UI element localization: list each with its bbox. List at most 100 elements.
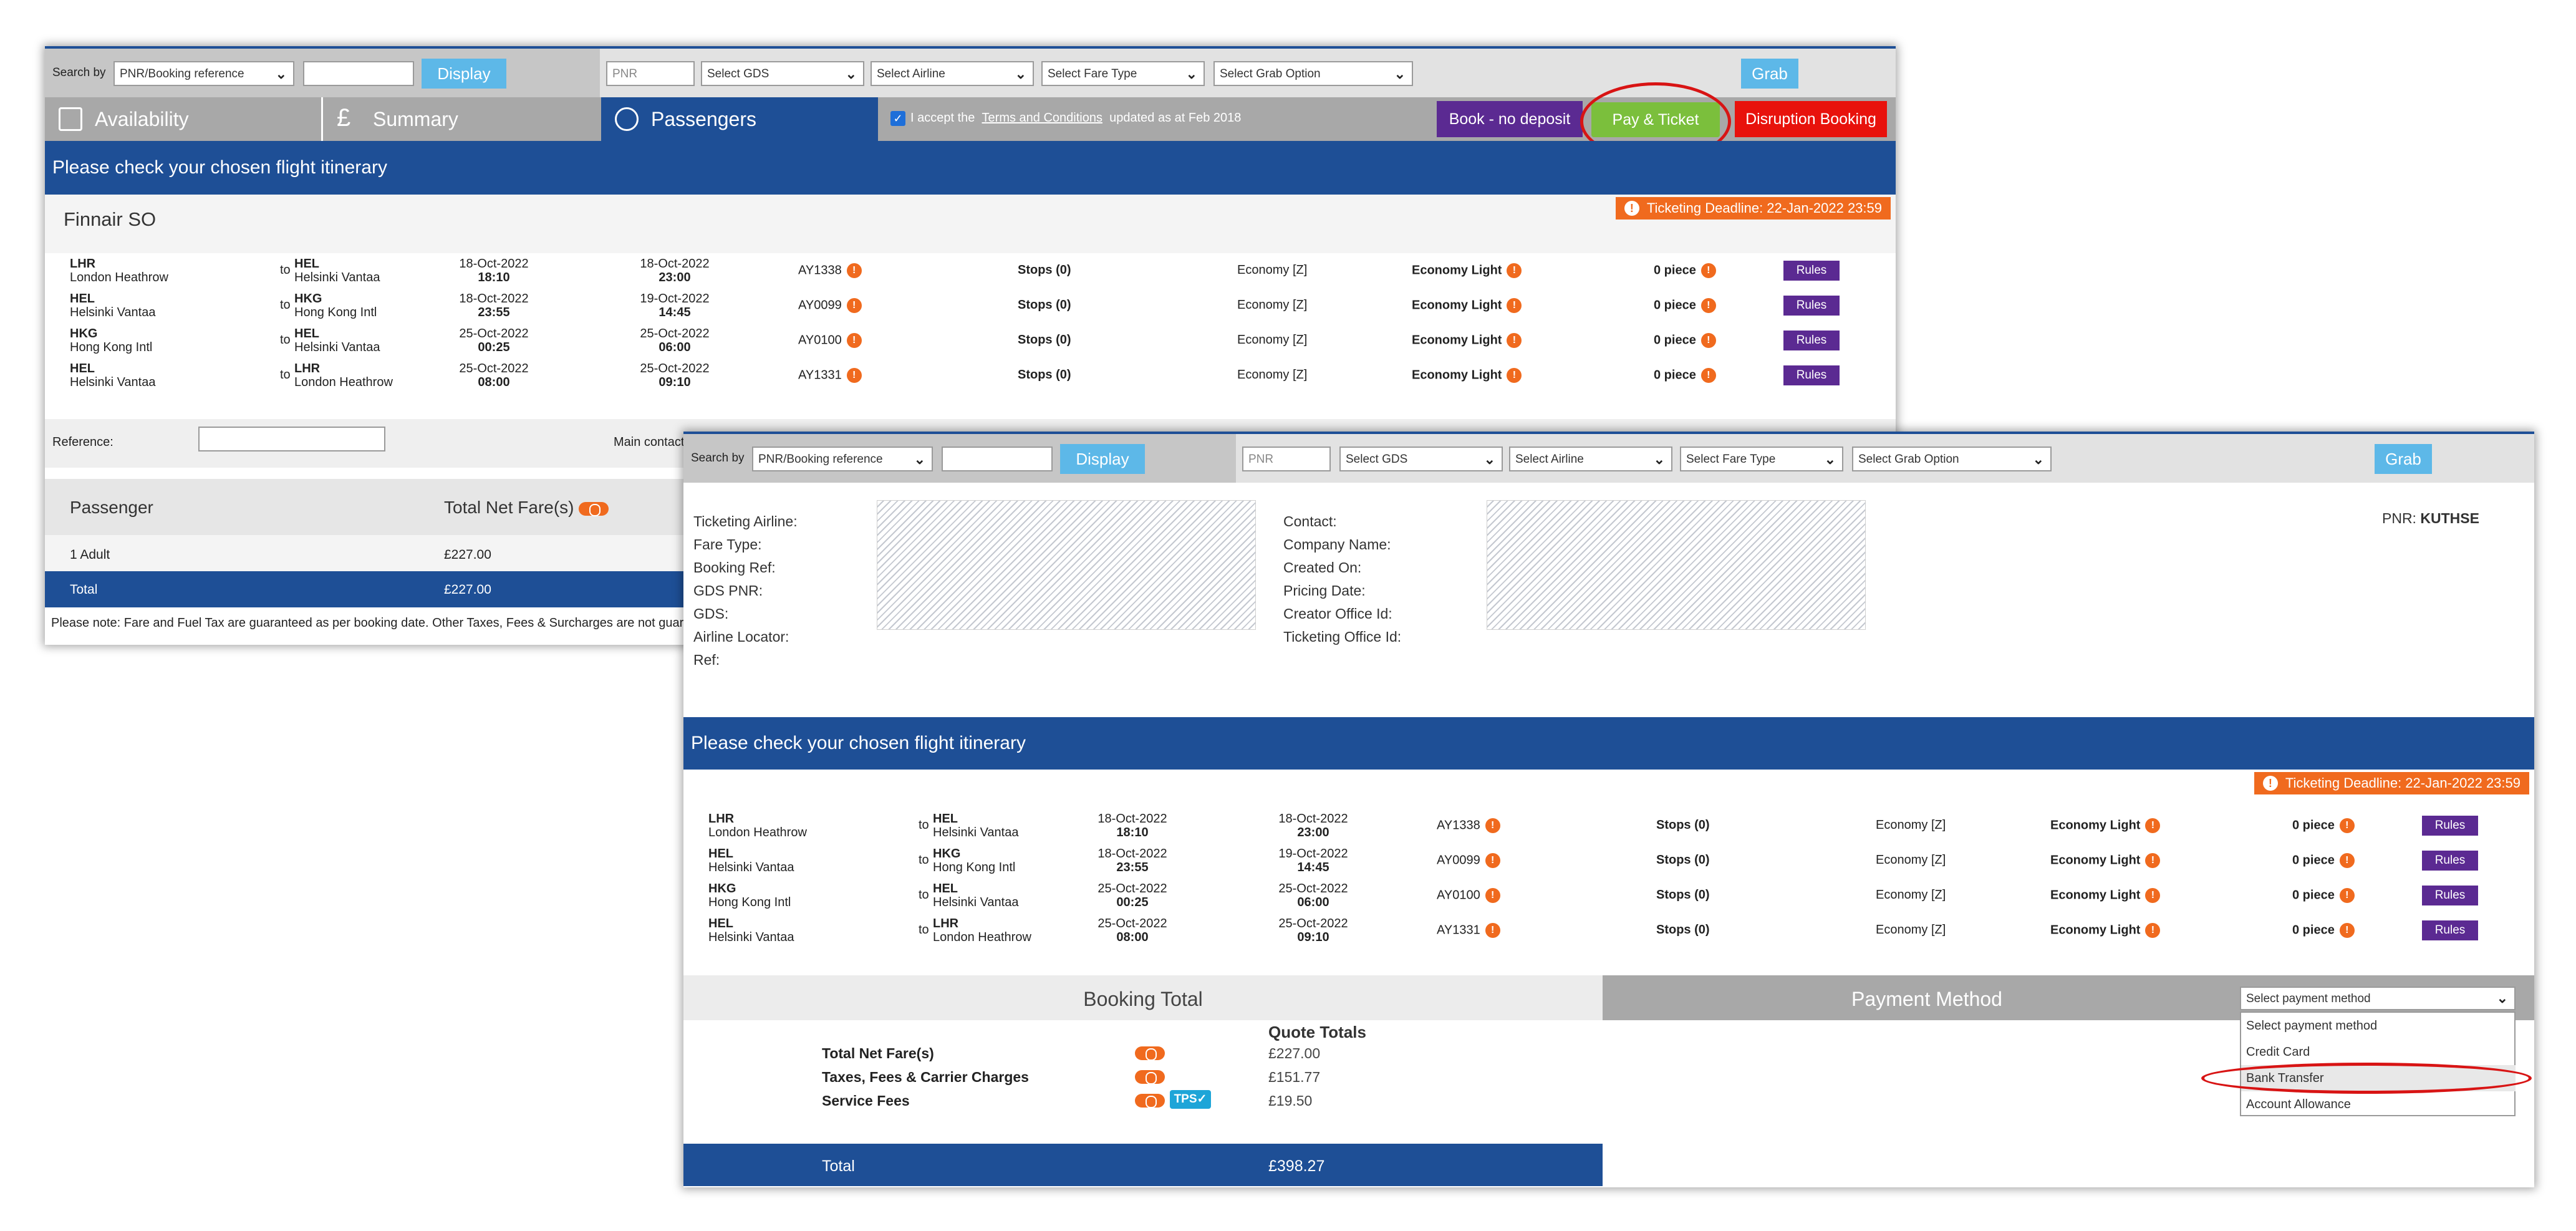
terms-checkbox[interactable]: ✓ <box>890 111 905 126</box>
flight-cabin: Economy [Z] <box>1237 368 1307 382</box>
arrival-date: 25-Oct-2022 <box>1278 882 1348 895</box>
info-icon[interactable]: ! <box>2145 888 2161 903</box>
info-icon[interactable]: ! <box>1700 263 1716 278</box>
flight-arrival: 19-Oct-2022 14:45 <box>619 292 731 319</box>
info-icon[interactable]: ! <box>2339 853 2355 868</box>
info-icon[interactable]: ! <box>2145 853 2161 868</box>
display-button[interactable]: Display <box>1060 444 1145 474</box>
display-button[interactable]: Display <box>422 59 506 89</box>
fare-type-select[interactable]: Select Fare Type ⌄ <box>1041 61 1205 86</box>
payment-option[interactable]: Select payment method <box>2246 1019 2378 1033</box>
tps-badge: TPS✓ <box>1170 1090 1211 1109</box>
payment-option[interactable]: Account Allowance <box>2246 1098 2351 1111</box>
terms-link[interactable]: Terms and Conditions <box>982 111 1102 125</box>
rules-button[interactable]: Rules <box>2422 920 2478 940</box>
flight-number: AY0100! <box>798 333 862 348</box>
info-icon[interactable]: ! <box>2339 923 2355 938</box>
departure-time: 08:00 <box>478 375 510 389</box>
info-icon[interactable]: ! <box>1700 298 1716 313</box>
payment-method-select[interactable]: Select payment method ⌄ <box>2240 987 2516 1010</box>
gds-select[interactable]: Select GDS ⌄ <box>1339 447 1503 471</box>
fare-type-select[interactable]: Select Fare Type ⌄ <box>1680 447 1843 471</box>
info-icon[interactable]: ! <box>1507 298 1522 313</box>
flight-number-text: AY1338 <box>1437 818 1480 833</box>
info-icon[interactable]: ! <box>846 263 862 278</box>
airline-select[interactable]: Select Airline ⌄ <box>871 61 1034 86</box>
booking-total-row-label: Service Fees <box>822 1093 910 1109</box>
destination-code: HEL <box>294 327 319 340</box>
rules-button[interactable]: Rules <box>1783 261 1840 281</box>
flight-fare: Economy Light! <box>2050 853 2161 868</box>
flight-number-text: AY1331 <box>1437 923 1480 937</box>
flight-to-label: to <box>280 298 291 312</box>
grab-button[interactable]: Grab <box>1741 59 1798 89</box>
destination-code: HEL <box>933 882 958 895</box>
info-icon[interactable]: ! <box>2339 888 2355 903</box>
info-icon[interactable]: ! <box>1507 263 1522 278</box>
rules-button[interactable]: Rules <box>2422 851 2478 871</box>
info-icon[interactable]: ! <box>1700 333 1716 348</box>
info-icon[interactable]: ! <box>846 368 862 383</box>
flight-baggage: 0 piece! <box>1654 368 1716 383</box>
booking-total-row <box>683 1144 1603 1186</box>
info-icon[interactable]: ! <box>2145 818 2161 833</box>
airline-select[interactable]: Select Airline ⌄ <box>1509 447 1672 471</box>
info-icon[interactable]: ! <box>1507 368 1522 383</box>
tab-passengers[interactable]: Passengers <box>601 97 878 141</box>
tab-availability[interactable]: Availability <box>45 97 323 141</box>
book-no-deposit-button[interactable]: Book - no deposit <box>1437 101 1583 137</box>
flight-row: HEL Helsinki Vantaa to LHR London Heathrow 25… <box>683 913 2534 948</box>
toggle-icon[interactable] <box>1135 1046 1165 1061</box>
tab-summary[interactable]: £ Summary <box>323 97 601 141</box>
payment-option[interactable]: Credit Card <box>2246 1045 2310 1059</box>
flight-cabin: Economy [Z] <box>1876 853 1946 867</box>
toggle-icon[interactable] <box>1135 1070 1165 1084</box>
info-icon[interactable]: ! <box>1485 818 1500 833</box>
search-type-select[interactable]: PNR/Booking reference ⌄ <box>113 61 294 86</box>
terms-suffix: updated as at Feb 2018 <box>1109 111 1242 125</box>
info-icon[interactable]: ! <box>846 333 862 348</box>
flight-stops: Stops (0) <box>1656 923 1710 937</box>
flight-origin: LHR London Heathrow <box>70 257 168 284</box>
flight-arrival: 25-Oct-2022 06:00 <box>1257 882 1369 909</box>
rules-button[interactable]: Rules <box>1783 331 1840 350</box>
search-input[interactable] <box>303 61 414 86</box>
flight-origin: HEL Helsinki Vantaa <box>708 847 794 874</box>
flight-arrival: 18-Oct-2022 23:00 <box>619 257 731 284</box>
disruption-booking-button[interactable]: Disruption Booking <box>1735 101 1887 137</box>
reference-input[interactable] <box>198 427 385 451</box>
grab-option-select[interactable]: Select Grab Option ⌄ <box>1852 447 2052 471</box>
pnr-input[interactable]: PNR <box>606 61 695 86</box>
cabin-text: Economy <box>1876 888 1928 902</box>
departure-time: 23:55 <box>1116 861 1149 874</box>
arrival-date: 19-Oct-2022 <box>640 292 710 306</box>
info-icon[interactable]: ! <box>2145 923 2161 938</box>
grab-option-select[interactable]: Select Grab Option ⌄ <box>1213 61 1413 86</box>
search-input[interactable] <box>942 447 1053 471</box>
info-icon[interactable]: ! <box>1485 888 1500 903</box>
search-type-select[interactable]: PNR/Booking reference ⌄ <box>752 447 933 471</box>
info-icon[interactable]: ! <box>1485 853 1500 868</box>
departure-time: 00:25 <box>1116 895 1149 909</box>
chevron-down-icon: ⌄ <box>2032 451 2044 467</box>
booking-class: [Z] <box>1931 888 1946 902</box>
flight-baggage: 0 piece! <box>1654 298 1716 313</box>
pnr-input[interactable]: PNR <box>1242 447 1331 471</box>
info-icon[interactable]: ! <box>1485 923 1500 938</box>
rules-button[interactable]: Rules <box>1783 296 1840 316</box>
info-icon[interactable]: ! <box>1507 333 1522 348</box>
rules-button[interactable]: Rules <box>1783 365 1840 385</box>
gds-select[interactable]: Select GDS ⌄ <box>701 61 864 86</box>
flight-row: HEL Helsinki Vantaa to LHR London Heathrow 25… <box>45 358 1896 393</box>
toggle-icon[interactable] <box>579 501 609 516</box>
quote-totals-header: Quote Totals <box>1268 1023 1366 1041</box>
rules-button[interactable]: Rules <box>2422 886 2478 905</box>
net-fare-col-header: Total Net Fare(s) <box>444 498 609 518</box>
info-icon[interactable]: ! <box>1700 368 1716 383</box>
info-icon[interactable]: ! <box>846 298 862 313</box>
rules-button[interactable]: Rules <box>2422 816 2478 836</box>
flight-baggage: 0 piece! <box>1654 263 1716 278</box>
grab-button[interactable]: Grab <box>2375 444 2432 474</box>
info-icon[interactable]: ! <box>2339 818 2355 833</box>
toggle-icon[interactable] <box>1135 1094 1165 1108</box>
